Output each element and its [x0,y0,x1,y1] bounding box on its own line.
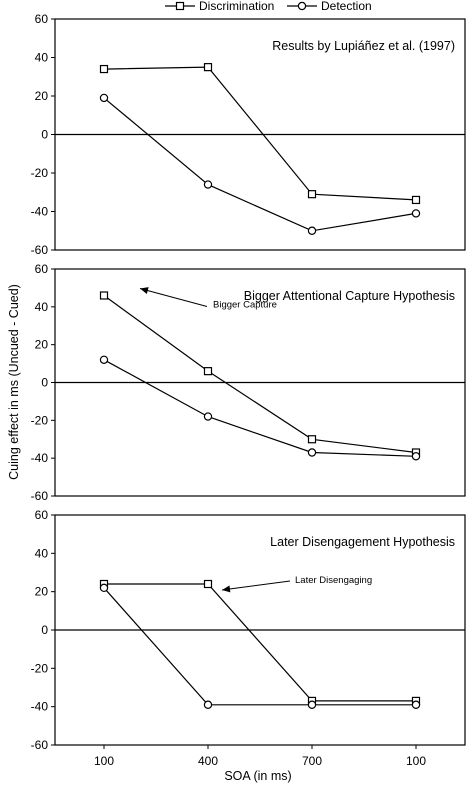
legend-marker-discrimination [177,3,184,10]
y-tick-label: 20 [35,89,49,103]
chart-panels: 60 40 20 0 -20 -40 -60 Results by Lupiáñez et a… [31,12,465,768]
panel-title: Results by Lupiáñez et al. (1997) [272,39,455,53]
legend-label-detection: Detection [321,0,372,13]
x-axis-label: SOA (in ms) [224,769,291,783]
series-line-detection [104,98,416,231]
y-tick-label: -20 [31,661,49,675]
y-tick-label: 40 [35,546,49,560]
data-point-detection [204,701,211,708]
annotation-label: Later Disengaging [295,575,372,586]
y-tick-label: 20 [35,585,49,599]
data-point-detection [308,449,315,456]
data-point-discrimination [205,368,212,375]
annotation-label: Bigger Capture [213,299,277,310]
data-point-detection [412,210,419,217]
x-tick-label: 400 [198,754,218,768]
y-tick-label: 0 [41,623,48,637]
x-tick-label: 700 [302,754,322,768]
y-axis-label: Cuing effect in ms (Uncued - Cued) [7,284,21,480]
data-point-discrimination [413,196,420,203]
data-point-detection [412,453,419,460]
y-tick-label: 20 [35,338,49,352]
annotation-arrow-line [140,288,207,306]
series-line-detection [104,360,416,457]
data-point-detection [100,94,107,101]
y-tick-label: -60 [31,243,49,257]
data-point-detection [308,227,315,234]
data-point-detection [412,701,419,708]
data-point-detection [308,701,315,708]
y-tick-label: -40 [31,205,49,219]
y-tick-label: -60 [31,489,49,503]
data-point-detection [100,356,107,363]
series-line-detection [104,588,416,705]
y-tick-label: -20 [31,166,49,180]
legend-marker-detection [298,2,305,9]
y-tick-label: 0 [41,128,48,142]
data-point-discrimination [101,66,108,73]
data-point-discrimination [101,292,108,299]
x-tick-label: 100 [94,754,114,768]
annotation-arrow-line [222,581,290,590]
y-tick-label: -40 [31,451,49,465]
y-tick-label: 60 [35,12,49,26]
y-tick-label: 60 [35,262,49,276]
legend-label-discrimination: Discrimination [199,0,274,13]
annotation-arrowhead [222,585,230,592]
y-tick-label: 60 [35,508,49,522]
data-point-detection [100,584,107,591]
annotation-arrowhead [140,287,149,294]
y-tick-label: -20 [31,413,49,427]
data-point-discrimination [309,436,316,443]
series-line-discrimination [104,67,416,200]
chart-panel-3: 60 40 20 0 -20 -40 -60 Later Disengagement Hypo… [31,508,465,768]
data-point-discrimination [205,581,212,588]
legend: Discrimination Detection [165,0,372,13]
data-point-detection [204,181,211,188]
data-point-detection [204,413,211,420]
y-tick-label: -60 [31,738,49,752]
y-tick-label: -40 [31,700,49,714]
y-tick-label: 0 [41,376,48,390]
panel-title: Later Disengagement Hypothesis [270,535,455,549]
y-tick-label: 40 [35,300,49,314]
x-tick-label: 100 [406,754,426,768]
data-point-discrimination [205,64,212,71]
chart-panel-1: 60 40 20 0 -20 -40 -60 Results by Lupiáñez et a… [31,12,465,257]
series-line-discrimination [104,296,416,453]
y-tick-label: 40 [35,51,49,65]
series-line-discrimination [104,584,416,701]
data-point-discrimination [309,191,316,198]
